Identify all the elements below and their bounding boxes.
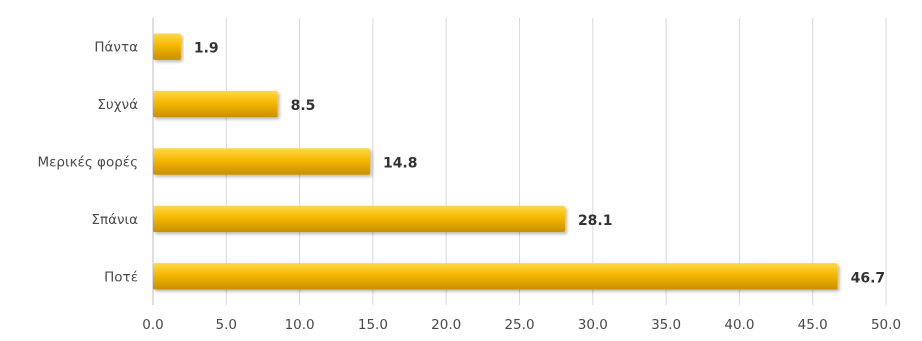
x-tick-label-3: 15.0 [358, 317, 388, 333]
category-label-1: Συχνά [97, 97, 138, 113]
category-label-0: Πάντα [94, 40, 138, 56]
bar-4 [153, 263, 838, 290]
grid-layer [152, 18, 887, 305]
x-tick-label-10: 50.0 [871, 317, 901, 333]
category-label-3: Σπάνια [91, 212, 138, 228]
x-tick-label-8: 40.0 [724, 317, 754, 333]
data-label-0: 1.9 [194, 41, 219, 57]
bar-3 [153, 205, 565, 233]
x-tick-label-4: 20.0 [431, 317, 461, 333]
x-tick-label-9: 45.0 [798, 317, 828, 333]
x-tick-label-7: 35.0 [651, 317, 681, 333]
x-tick-label-2: 10.0 [285, 317, 315, 333]
data-label-2: 14.8 [383, 156, 418, 172]
data-label-4: 46.7 [851, 270, 886, 286]
x-tick-label-6: 30.0 [578, 317, 608, 333]
category-label-4: Ποτέ [104, 269, 138, 285]
category-label-2: Μερικές φορές [37, 155, 138, 171]
bar-2 [153, 148, 370, 175]
bar-layer [153, 33, 838, 290]
bar-1 [153, 90, 278, 118]
label-layer: 0.0 5.0 10.0 15.0 20.0 25.0 30.0 35.0 40.0 45.0 50… [37, 40, 901, 333]
bar-0 [153, 33, 181, 60]
x-tick-label-5: 25.0 [504, 317, 534, 333]
data-label-3: 28.1 [578, 213, 613, 229]
data-label-1: 8.5 [291, 98, 316, 114]
x-tick-label-1: 5.0 [216, 317, 237, 333]
x-tick-label-0: 0.0 [142, 317, 163, 333]
